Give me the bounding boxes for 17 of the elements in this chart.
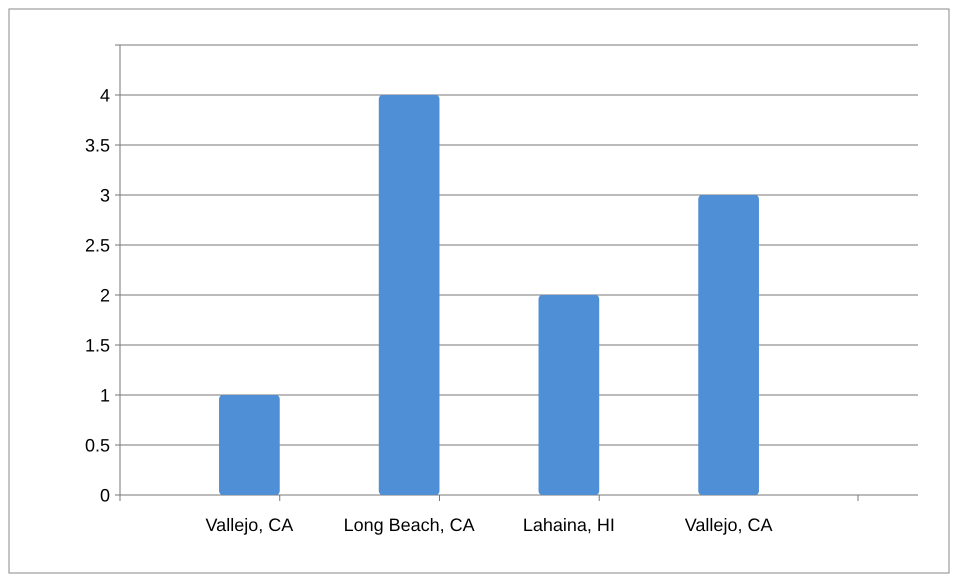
y-tick-label: 4 (100, 85, 110, 106)
y-tick-label: 0 (100, 485, 110, 506)
x-tick-label: Vallejo, CA (684, 515, 772, 535)
bar (378, 95, 440, 495)
x-tick-label: Lahaina, HI (522, 515, 615, 535)
bar (698, 195, 759, 495)
x-tick-label: Vallejo, CA (206, 515, 294, 535)
y-tick-label: 1 (100, 385, 110, 406)
bar (538, 295, 600, 495)
y-tick-label: 2 (100, 285, 110, 306)
bar (219, 395, 280, 495)
y-tick-label: 3.5 (84, 135, 110, 156)
y-tick-label: 3 (100, 185, 110, 206)
x-tick-label: Long Beach, CA (344, 515, 475, 535)
y-tick-label: 0.5 (84, 435, 110, 456)
y-tick-label: 1.5 (84, 335, 110, 356)
y-tick-label: 2.5 (84, 235, 110, 256)
